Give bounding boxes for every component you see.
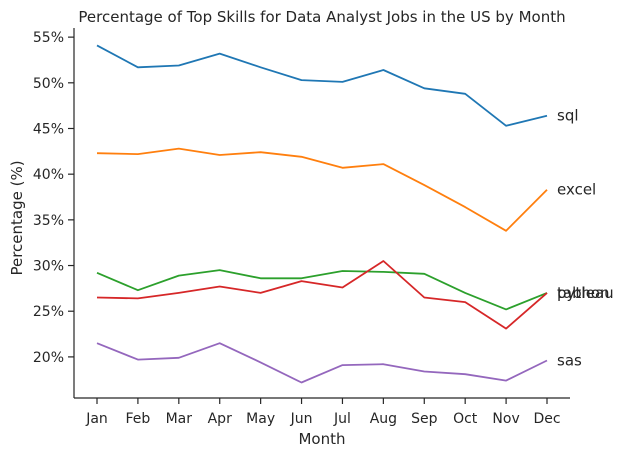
x-tick-label: Oct	[453, 411, 478, 427]
y-tick-label: 40%	[33, 167, 64, 183]
series-label-python: python	[557, 284, 609, 302]
x-tick-label: Sep	[411, 411, 438, 427]
series-line-excel	[96, 147, 548, 232]
y-tick-label: 35%	[33, 213, 64, 229]
y-tick-label: 30%	[33, 259, 64, 275]
y-axis-label: Percentage (%)	[8, 160, 26, 275]
x-tick-label: Dec	[533, 411, 560, 427]
x-tick-label: Jul	[333, 411, 351, 427]
x-tick-label: Feb	[126, 411, 151, 427]
series-line-python	[96, 260, 548, 330]
y-tick-label: 20%	[33, 350, 64, 366]
x-tick-label: Jan	[85, 411, 108, 427]
series-line-sql	[96, 44, 548, 127]
x-axis-ticks: Jan Feb Mar Apr May Jun Jul Aug Sep Oct Nov Dec	[85, 398, 561, 427]
series-line-tableau	[96, 269, 548, 311]
x-tick-label: Nov	[492, 411, 519, 427]
x-tick-label: Jun	[290, 411, 313, 427]
y-tick-label: 25%	[33, 304, 64, 320]
series-label-sql: sql	[557, 107, 579, 125]
x-axis-label: Month	[298, 430, 345, 448]
series-lines	[96, 44, 548, 384]
series-label-tableau: tableau	[557, 284, 614, 302]
y-axis-ticks: 20% 25% 30% 35% 40% 45% 50% 55%	[33, 30, 74, 366]
y-tick-label: 45%	[33, 121, 64, 137]
x-tick-label: Mar	[166, 411, 193, 427]
y-tick-label: 55%	[33, 30, 64, 46]
y-tick-label: 50%	[33, 76, 64, 92]
series-line-sas	[96, 342, 548, 384]
x-tick-label: Apr	[208, 411, 232, 427]
series-label-sas: sas	[557, 352, 582, 370]
chart-title: Percentage of Top Skills for Data Analys…	[78, 8, 565, 26]
x-tick-label: Aug	[370, 411, 397, 427]
x-tick-label: May	[246, 411, 275, 427]
series-label-excel: excel	[557, 181, 596, 199]
